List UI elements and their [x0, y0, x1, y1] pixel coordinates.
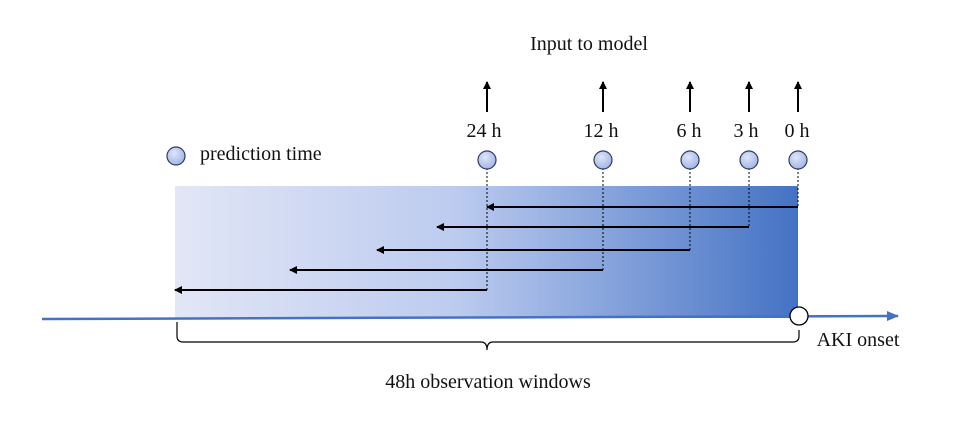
prediction-marker-6h — [680, 150, 700, 170]
prediction-marker-3h — [739, 150, 759, 170]
timepoint-label-24h: 24 h — [467, 120, 502, 142]
timepoint-0h: 0 h — [486, 81, 810, 211]
timepoint-label-0h: 0 h — [785, 120, 810, 142]
prediction-marker-12h — [593, 150, 613, 170]
observation-window-label: 48h observation windows — [385, 371, 591, 393]
timepoint-3h: 3 h — [436, 81, 759, 231]
prediction-marker-24h — [477, 150, 497, 170]
legend-label: prediction time — [200, 143, 322, 165]
legend-circle-marker-icon — [166, 146, 186, 166]
prediction-marker-0h — [788, 150, 808, 170]
timepoint-label-12h: 12 h — [584, 120, 619, 142]
aki-onset-marker — [789, 306, 809, 326]
timepoint-label-6h: 6 h — [677, 120, 702, 142]
timeline-axis — [41, 311, 899, 322]
timepoint-6h: 6 h — [376, 81, 702, 254]
observation-window-brace — [176, 322, 800, 351]
timepoint-label-3h: 3 h — [734, 120, 759, 142]
diagram-title: Input to model — [530, 33, 648, 55]
aki-onset-label: AKI onset — [817, 329, 900, 351]
timepoint-12h: 12 h — [289, 81, 619, 274]
timepoint-24h: 24 h — [174, 81, 502, 294]
